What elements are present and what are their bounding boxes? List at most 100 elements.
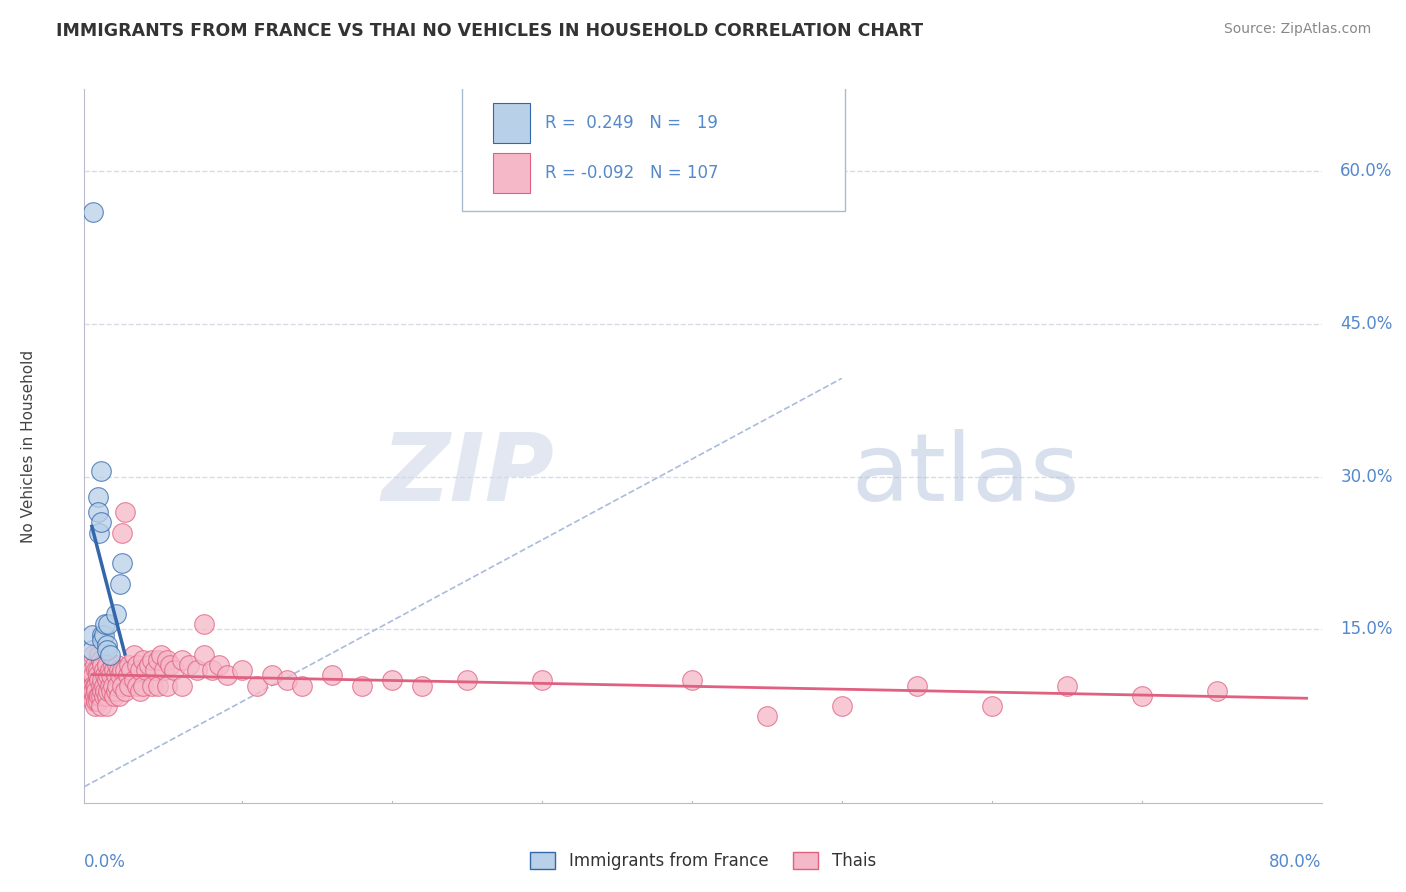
Point: [128, 663, 150, 677]
Point: [163, 663, 186, 677]
Bar: [492, 103, 530, 143]
Point: [1130, 689, 1153, 703]
Point: [89, 689, 111, 703]
Point: [90, 653, 112, 667]
Point: [201, 663, 224, 677]
Point: [87, 694, 110, 708]
Point: [98, 648, 121, 662]
Point: [82, 683, 104, 698]
Point: [159, 658, 181, 673]
Point: [110, 576, 132, 591]
Point: [80, 627, 103, 641]
Point: [87, 689, 110, 703]
Point: [101, 679, 124, 693]
Point: [89, 525, 111, 540]
Point: [149, 648, 172, 662]
Text: 15.0%: 15.0%: [1340, 621, 1393, 639]
Point: [89, 648, 111, 662]
Point: [291, 679, 314, 693]
Point: [114, 683, 136, 698]
Point: [82, 694, 104, 708]
Point: [122, 673, 145, 688]
Point: [105, 658, 128, 673]
Point: [82, 648, 104, 662]
Point: [156, 679, 179, 693]
Point: [108, 689, 131, 703]
Point: [321, 668, 343, 682]
Point: [456, 673, 478, 688]
Point: [114, 505, 136, 519]
Point: [105, 679, 128, 693]
Point: [186, 663, 208, 677]
Bar: [492, 153, 530, 193]
Point: [101, 658, 124, 673]
Point: [111, 525, 134, 540]
Point: [97, 668, 120, 682]
Point: [260, 668, 283, 682]
Point: [122, 648, 145, 662]
Point: [96, 638, 118, 652]
Point: [94, 683, 117, 698]
Point: [128, 683, 150, 698]
Point: [146, 653, 169, 667]
Point: [103, 689, 125, 703]
Point: [170, 653, 193, 667]
Point: [193, 648, 215, 662]
Text: No Vehicles in Household: No Vehicles in Household: [21, 350, 37, 542]
Point: [125, 658, 148, 673]
Point: [96, 689, 118, 703]
Point: [125, 679, 148, 693]
Point: [208, 658, 231, 673]
Point: [94, 617, 117, 632]
Point: [82, 668, 104, 682]
Point: [831, 698, 853, 713]
Point: [111, 556, 134, 570]
Point: [80, 683, 103, 698]
Point: [87, 663, 110, 677]
Point: [94, 668, 117, 682]
Text: ZIP: ZIP: [381, 428, 554, 521]
Point: [91, 632, 114, 647]
Text: 45.0%: 45.0%: [1340, 315, 1392, 333]
Point: [681, 673, 703, 688]
Point: [231, 663, 253, 677]
Point: [108, 663, 131, 677]
Point: [135, 663, 157, 677]
Point: [96, 673, 118, 688]
Point: [114, 663, 136, 677]
Point: [381, 673, 404, 688]
Point: [90, 679, 112, 693]
Point: [755, 709, 778, 723]
Point: [87, 505, 110, 519]
Point: [980, 698, 1002, 713]
Point: [80, 689, 103, 703]
Point: [91, 658, 114, 673]
Point: [98, 663, 121, 677]
Point: [905, 679, 928, 693]
Point: [100, 683, 122, 698]
Point: [98, 679, 121, 693]
Point: [276, 673, 298, 688]
Point: [87, 668, 110, 682]
Point: [90, 698, 112, 713]
Point: [86, 663, 108, 677]
Point: [93, 689, 115, 703]
Point: [87, 490, 110, 504]
Point: [120, 663, 142, 677]
Point: [118, 658, 141, 673]
Point: [97, 683, 120, 698]
Point: [93, 663, 115, 677]
Point: [96, 658, 118, 673]
Point: [193, 617, 215, 632]
Text: R = -0.092   N = 107: R = -0.092 N = 107: [544, 164, 718, 182]
Point: [132, 679, 155, 693]
Point: [179, 658, 201, 673]
Point: [82, 679, 104, 693]
Text: 30.0%: 30.0%: [1340, 467, 1393, 485]
Point: [411, 679, 433, 693]
Point: [96, 643, 118, 657]
Point: [350, 679, 373, 693]
Point: [91, 627, 114, 641]
Point: [83, 679, 105, 693]
Point: [90, 516, 112, 530]
